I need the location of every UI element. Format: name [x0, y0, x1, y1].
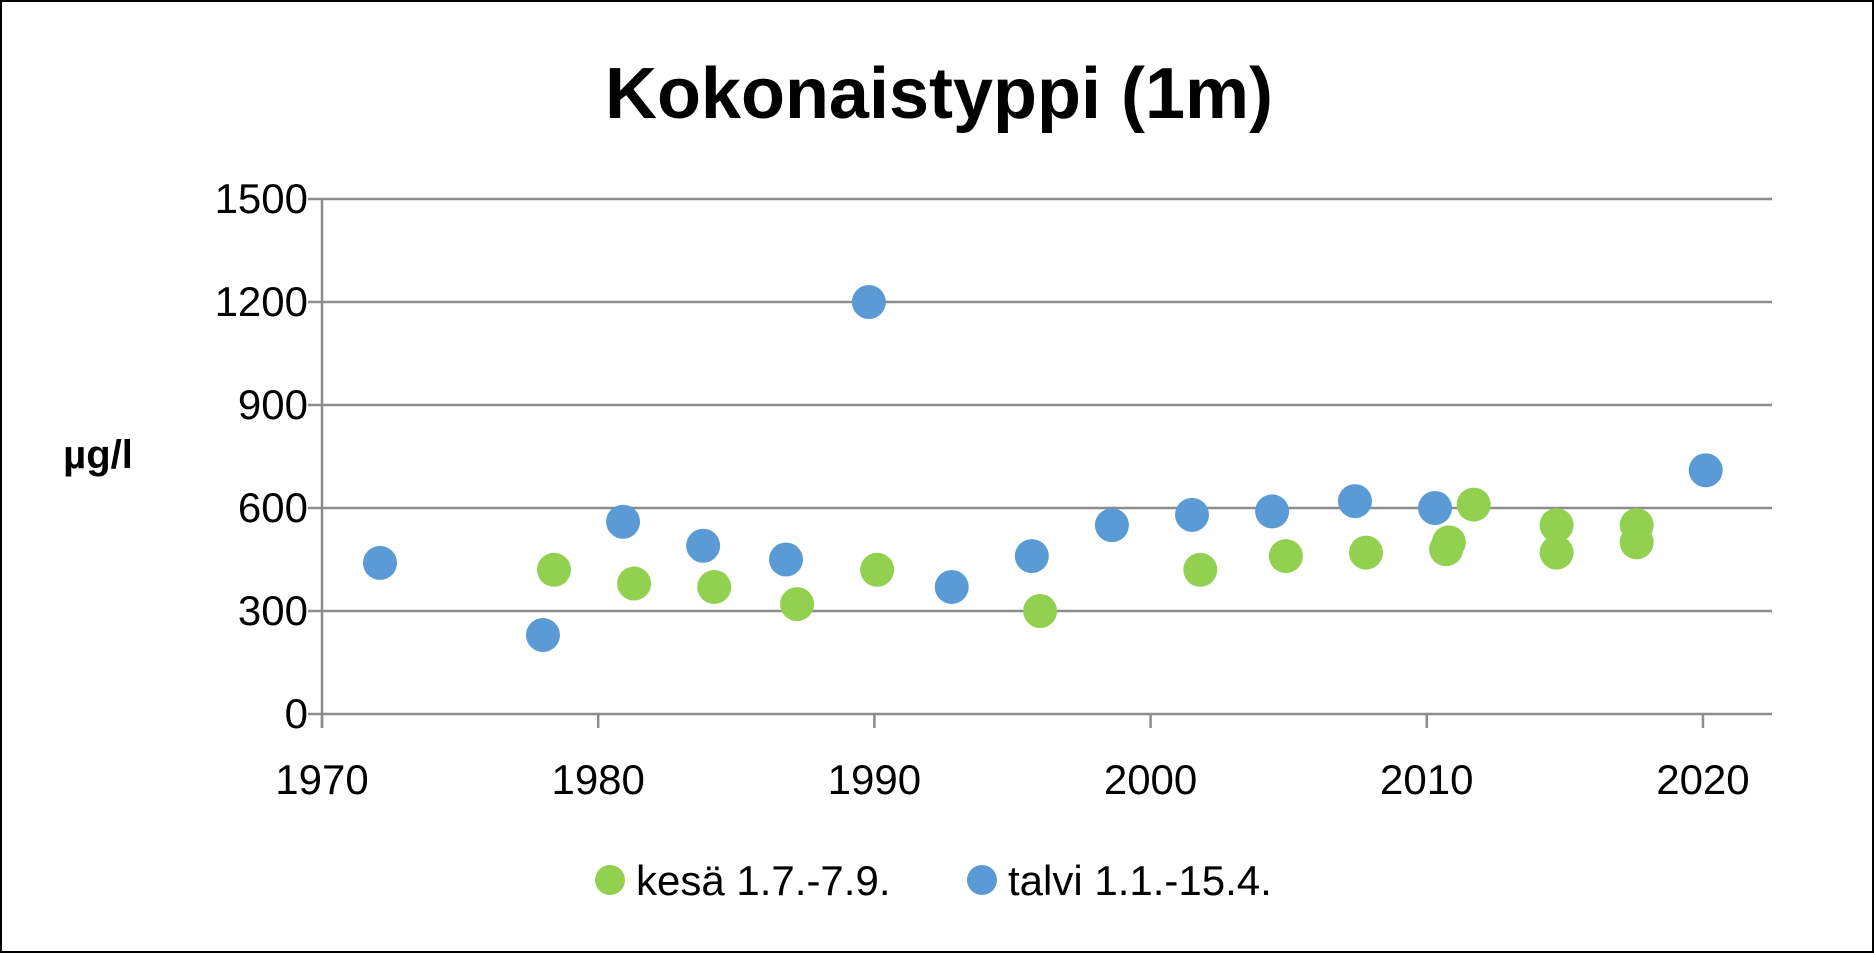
y-tick-label-1500: 1500: [215, 175, 308, 222]
chart-title: Kokonaistyppi (1m): [605, 54, 1273, 134]
point-series1-1: [525, 618, 560, 653]
legend-label-1: talvi 1.1.-15.4.: [1008, 857, 1272, 904]
x-tick-label-1970: 1970: [275, 756, 368, 803]
point-series1-9: [1175, 497, 1209, 532]
point-series0-15: [1619, 508, 1654, 543]
y-axis-label: µg/l: [63, 433, 133, 477]
point-series0-2: [697, 569, 732, 604]
x-tick-label-1990: 1990: [828, 756, 921, 803]
point-series0-5: [1023, 594, 1058, 628]
point-series1-6: [934, 569, 969, 604]
y-tick-label-600: 600: [238, 484, 308, 531]
point-series1-13: [1688, 453, 1723, 488]
point-series1-2: [606, 504, 641, 539]
point-series0-6: [1183, 552, 1218, 587]
point-series0-4: [860, 552, 895, 587]
legend-label-0: kesä 1.7.-7.9.: [636, 857, 890, 904]
point-series0-0: [537, 552, 571, 587]
y-tick-label-900: 900: [238, 381, 308, 428]
x-tick-label-2020: 2020: [1656, 756, 1749, 803]
x-tick-label-2010: 2010: [1380, 756, 1473, 803]
point-series1-12: [1418, 491, 1453, 525]
x-tick-label-2000: 2000: [1104, 756, 1197, 803]
grid-lines: [308, 197, 1772, 613]
point-series0-10: [1431, 525, 1466, 560]
point-series1-10: [1255, 494, 1290, 529]
y-tick-label-0: 0: [285, 690, 308, 737]
point-series0-3: [780, 587, 815, 622]
data-points: [363, 285, 1723, 653]
legend-marker-0: [595, 865, 625, 895]
point-series0-11: [1456, 487, 1491, 522]
x-tick-label-1980: 1980: [551, 756, 644, 803]
legend: kesä 1.7.-7.9. talvi 1.1.-15.4.: [595, 857, 1272, 904]
point-series1-7: [1014, 539, 1049, 574]
point-series0-7: [1268, 539, 1303, 574]
point-series0-8: [1349, 535, 1383, 570]
y-tick-label-1200: 1200: [215, 278, 308, 325]
tick-labels: 0 300 600 900 1200 1500 1970 1980 1990 2000 2010 20…: [215, 175, 1750, 803]
point-series1-4: [769, 542, 803, 577]
axes: [308, 199, 1772, 728]
point-series1-3: [686, 528, 721, 563]
point-series0-13: [1539, 508, 1574, 543]
point-series0-12: [1539, 535, 1574, 570]
point-series1-5: [851, 285, 886, 319]
point-series1-8: [1094, 508, 1129, 543]
legend-marker-1: [967, 865, 997, 895]
point-series1-0: [363, 545, 397, 580]
point-series0-1: [617, 566, 652, 601]
point-series1-11: [1337, 484, 1372, 519]
y-tick-label-300: 300: [238, 587, 308, 634]
